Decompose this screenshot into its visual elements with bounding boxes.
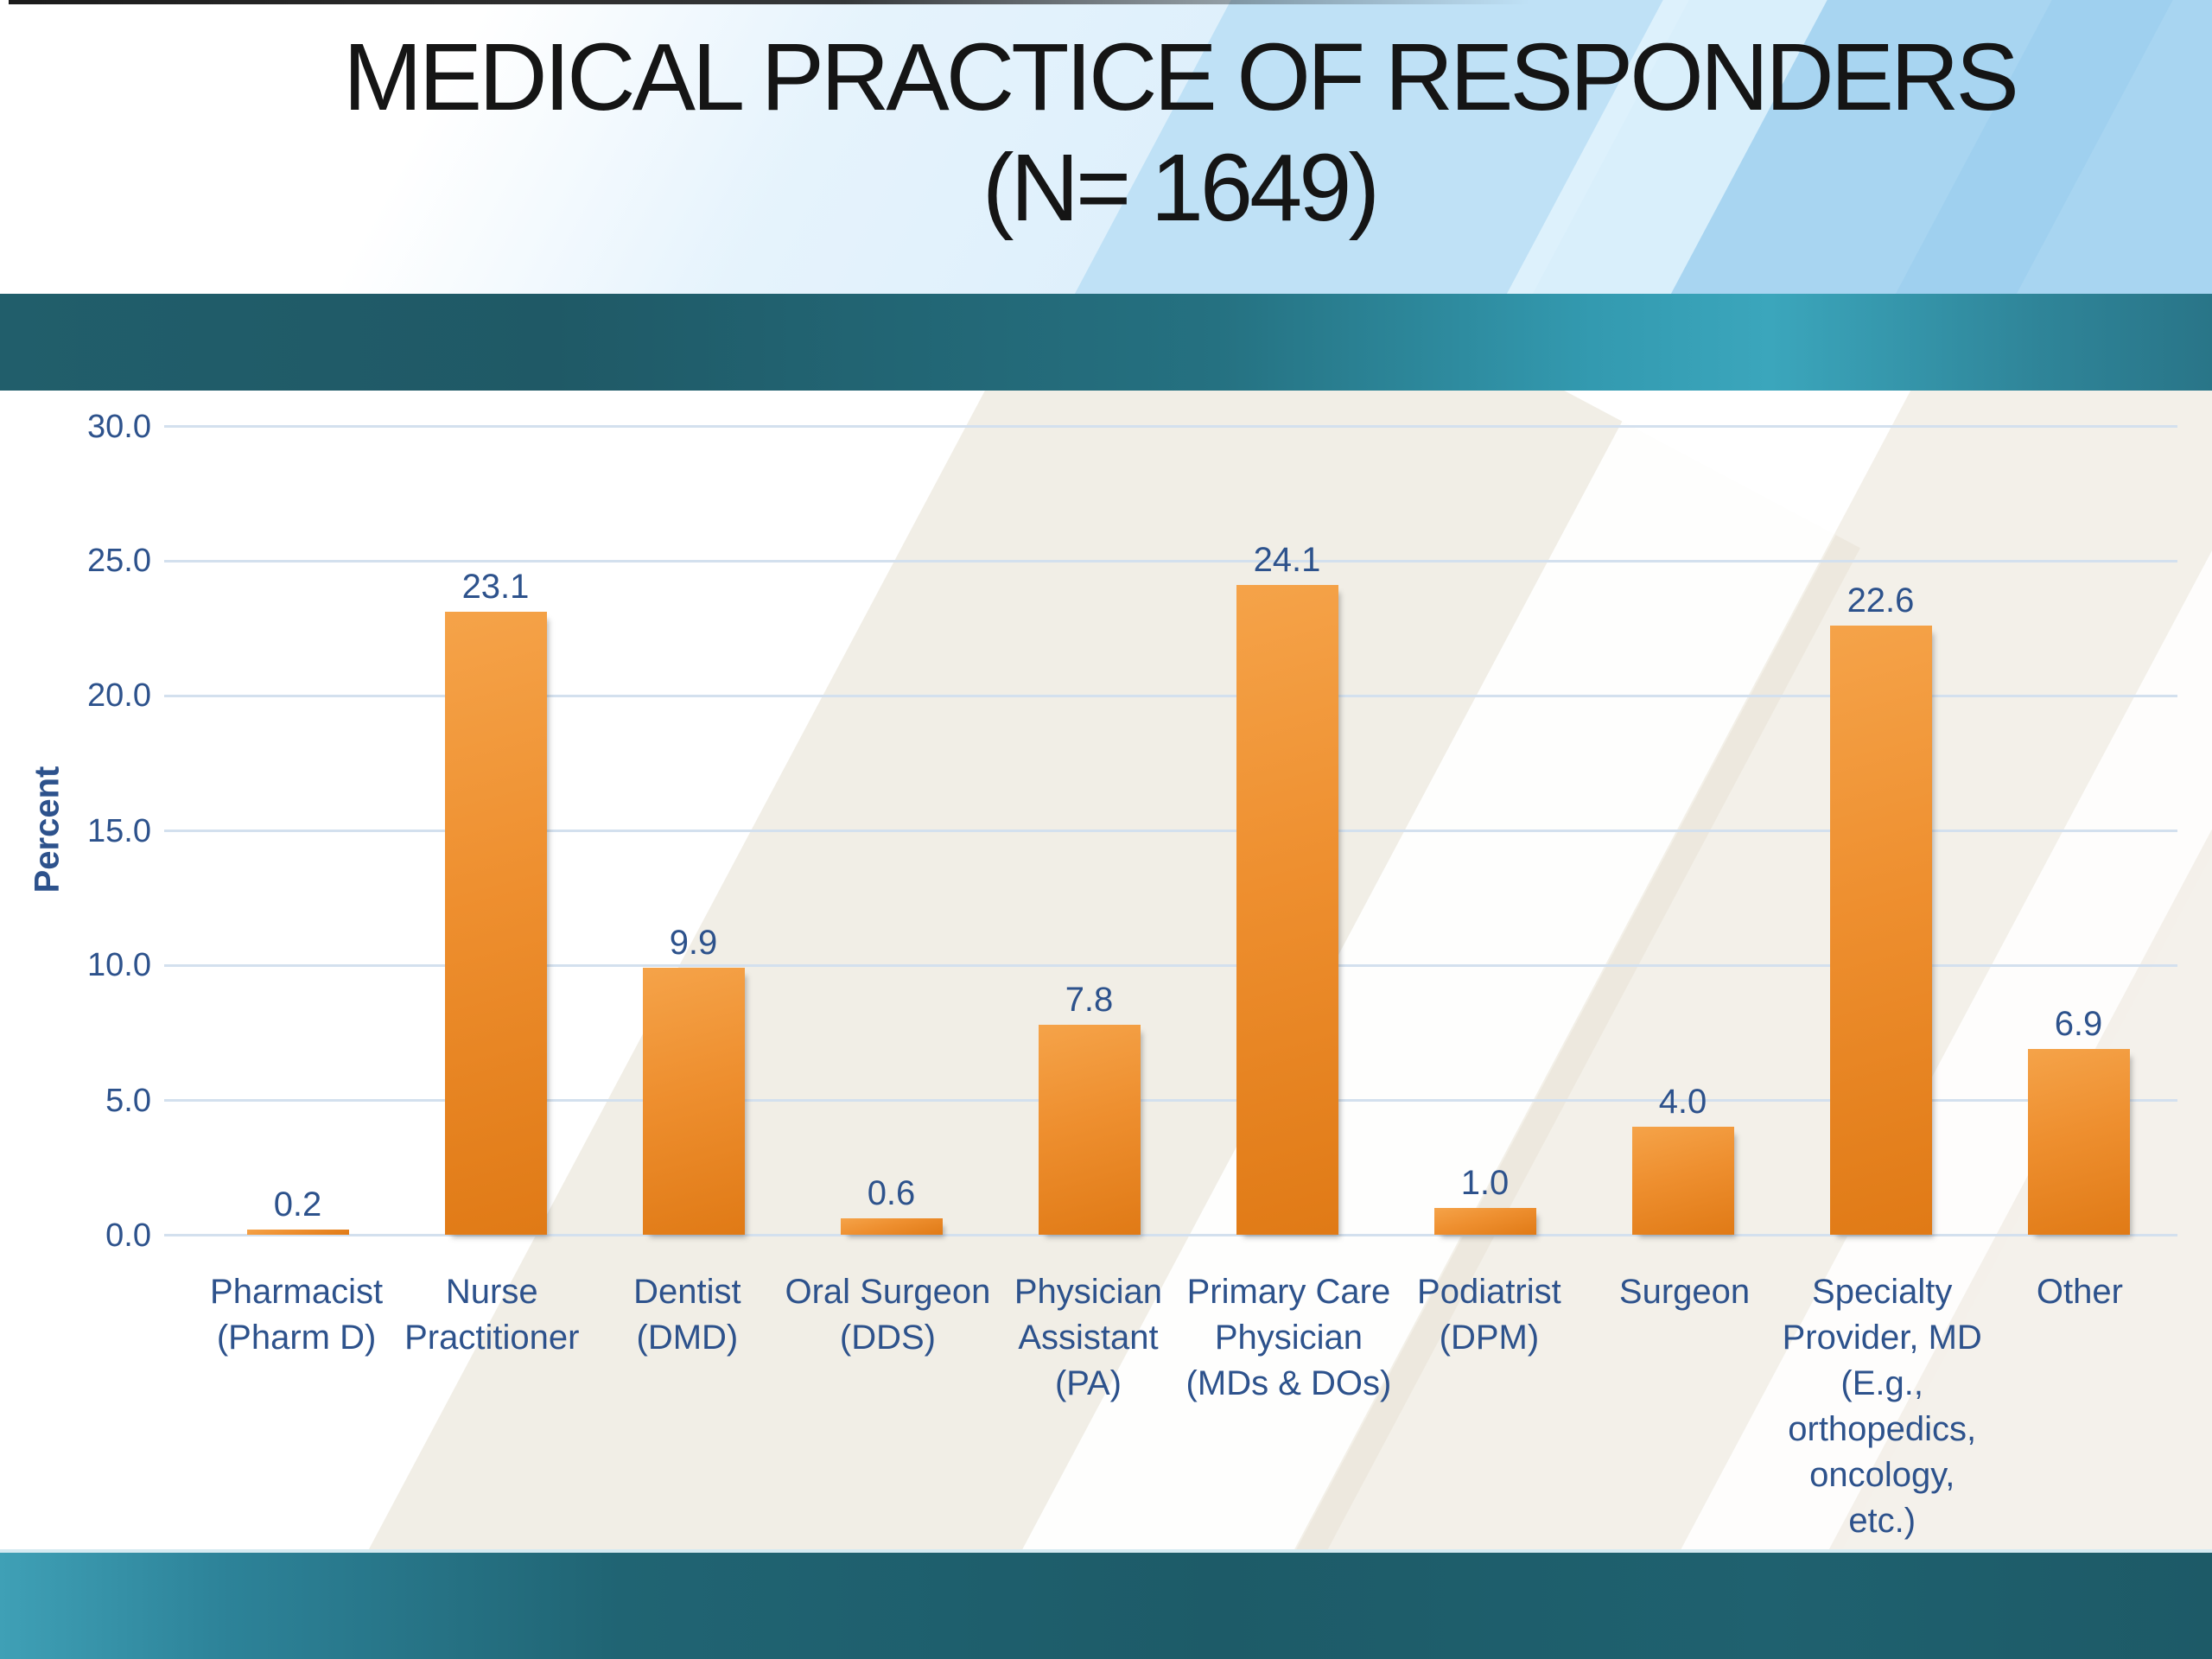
bar-value-label: 24.1 bbox=[1253, 541, 1321, 580]
bar-column: 9.9 bbox=[594, 426, 792, 1235]
x-category-label: Physician Assistant (PA) bbox=[990, 1269, 1185, 1544]
bar bbox=[246, 1229, 349, 1235]
y-tick-label: 30.0 bbox=[87, 408, 151, 445]
teal-divider-top bbox=[0, 294, 2212, 391]
x-category-label: Surgeon bbox=[1586, 1269, 1782, 1544]
x-category-label-line: Provider, MD bbox=[1782, 1319, 1982, 1357]
bar bbox=[1631, 1127, 1734, 1235]
x-category-label-line: Practitioner bbox=[404, 1319, 580, 1357]
teal-divider-bottom bbox=[0, 1549, 2212, 1659]
y-tick-label: 5.0 bbox=[105, 1082, 151, 1119]
x-category-label-line: (DPM) bbox=[1439, 1319, 1540, 1357]
bars-container: 0.2 23.1 9.9 0.6 7.8 24.1 1.0 4.0 22.6 6.9 bbox=[164, 426, 2177, 1235]
bar bbox=[642, 968, 745, 1235]
bar-column: 23.1 bbox=[397, 426, 594, 1235]
y-tick-label: 20.0 bbox=[87, 677, 151, 715]
x-category-label-line: Primary Care bbox=[1186, 1273, 1391, 1311]
x-category-label-line: (DDS) bbox=[839, 1319, 936, 1357]
x-category-label: Pharmacist (Pharm D) bbox=[199, 1269, 394, 1544]
bar-column: 1.0 bbox=[1386, 426, 1584, 1235]
x-category-label: Podiatrist (DPM) bbox=[1391, 1269, 1586, 1544]
bar bbox=[1038, 1024, 1141, 1235]
y-axis-title: Percent bbox=[28, 766, 67, 893]
x-category-label: Specialty Provider, MD (E.g., orthopedics, o… bbox=[1783, 1269, 1982, 1544]
bar-column: 22.6 bbox=[1782, 426, 1980, 1235]
x-category-label-line: Podiatrist bbox=[1417, 1273, 1561, 1311]
x-axis-labels: Pharmacist (Pharm D) Nurse Practitioner Dent… bbox=[164, 1269, 2177, 1544]
x-category-label: Primary Care Physician (MDs & DOs) bbox=[1186, 1269, 1392, 1544]
x-category-label-line: (PA) bbox=[1054, 1364, 1122, 1402]
x-category-label-line: (MDs & DOs) bbox=[1185, 1364, 1392, 1402]
x-category-label-line: (E.g., bbox=[1840, 1364, 1923, 1402]
x-category-label-line: Dentist bbox=[633, 1273, 741, 1311]
bar-value-label: 0.2 bbox=[273, 1185, 322, 1224]
bar bbox=[2027, 1048, 2130, 1235]
y-tick-label: 15.0 bbox=[87, 812, 151, 849]
bar-column: 4.0 bbox=[1584, 426, 1782, 1235]
x-category-label: Dentist (DMD) bbox=[589, 1269, 785, 1544]
x-category-label-line: etc.) bbox=[1848, 1502, 1916, 1540]
x-category-label-line: Physician bbox=[1214, 1319, 1363, 1357]
gridline: 15.0 bbox=[87, 815, 2177, 848]
plot-area: 30.0 25.0 20.0 15.0 10.0 5.0 0.0 0.2 23.1 9.9 0.6… bbox=[87, 410, 2177, 1252]
gridline: 20.0 bbox=[87, 679, 2177, 712]
bar-chart: Percent 30.0 25.0 20.0 15.0 10.0 5.0 0.0 0.2 23… bbox=[0, 391, 2212, 1549]
y-tick-label: 25.0 bbox=[87, 543, 151, 580]
x-category-label-line: Surgeon bbox=[1618, 1273, 1751, 1311]
y-tick-label: 10.0 bbox=[87, 947, 151, 984]
bar-value-label: 1.0 bbox=[1460, 1163, 1510, 1202]
title-line-2: (N= 1649) bbox=[982, 134, 1380, 241]
bar-value-label: 23.1 bbox=[461, 568, 530, 607]
title-area: MEDICAL PRACTICE OF RESPONDERS (N= 1649) bbox=[0, 0, 2212, 294]
bar bbox=[1829, 625, 1932, 1235]
bar bbox=[1433, 1207, 1536, 1235]
bar-value-label: 6.9 bbox=[2054, 1004, 2103, 1043]
x-category-label-line: Specialty bbox=[1812, 1273, 1953, 1311]
bar-column: 24.1 bbox=[1188, 426, 1386, 1235]
x-category-label-line: oncology, bbox=[1809, 1456, 1955, 1494]
title-line-1: MEDICAL PRACTICE OF RESPONDERS bbox=[343, 24, 2019, 130]
x-category-label-line: Assistant bbox=[1018, 1319, 1159, 1357]
x-category-label-line: orthopedics, bbox=[1788, 1410, 1977, 1448]
top-edge-artifact bbox=[9, 0, 1529, 4]
gridline: 5.0 bbox=[105, 1084, 2177, 1117]
bar-value-label: 9.9 bbox=[669, 924, 718, 963]
gridline: 25.0 bbox=[87, 544, 2177, 577]
y-tick-label: 0.0 bbox=[105, 1217, 151, 1254]
x-category-label-line: (Pharm D) bbox=[216, 1319, 377, 1357]
bar bbox=[444, 612, 547, 1235]
gridline: 30.0 bbox=[87, 410, 2177, 443]
x-category-label: Oral Surgeon (DDS) bbox=[785, 1269, 990, 1544]
gridline: 0.0 bbox=[105, 1219, 2177, 1252]
x-category-label: Other bbox=[1982, 1269, 2177, 1544]
gridline: 10.0 bbox=[87, 949, 2177, 982]
bar-column: 7.8 bbox=[990, 426, 1188, 1235]
bar-value-label: 22.6 bbox=[1847, 581, 1915, 620]
bar bbox=[1236, 585, 1338, 1235]
bar-column: 0.2 bbox=[199, 426, 397, 1235]
bar bbox=[840, 1218, 943, 1235]
x-category-label-line: Physician bbox=[1014, 1273, 1163, 1311]
bar-column: 6.9 bbox=[1980, 426, 2177, 1235]
x-category-label-line: Other bbox=[2036, 1273, 2123, 1311]
x-category-label: Nurse Practitioner bbox=[394, 1269, 589, 1544]
bar-value-label: 0.6 bbox=[867, 1174, 916, 1213]
bar-value-label: 7.8 bbox=[1065, 980, 1114, 1019]
x-category-label-line: (DMD) bbox=[636, 1319, 739, 1357]
x-category-label-line: Pharmacist bbox=[210, 1273, 384, 1311]
bar-value-label: 4.0 bbox=[1658, 1083, 1707, 1122]
x-category-label-line: Nurse bbox=[445, 1273, 538, 1311]
slide-title: MEDICAL PRACTICE OF RESPONDERS (N= 1649) bbox=[147, 22, 2212, 243]
x-category-label-line: Oral Surgeon bbox=[785, 1273, 991, 1311]
bar-column: 0.6 bbox=[792, 426, 990, 1235]
